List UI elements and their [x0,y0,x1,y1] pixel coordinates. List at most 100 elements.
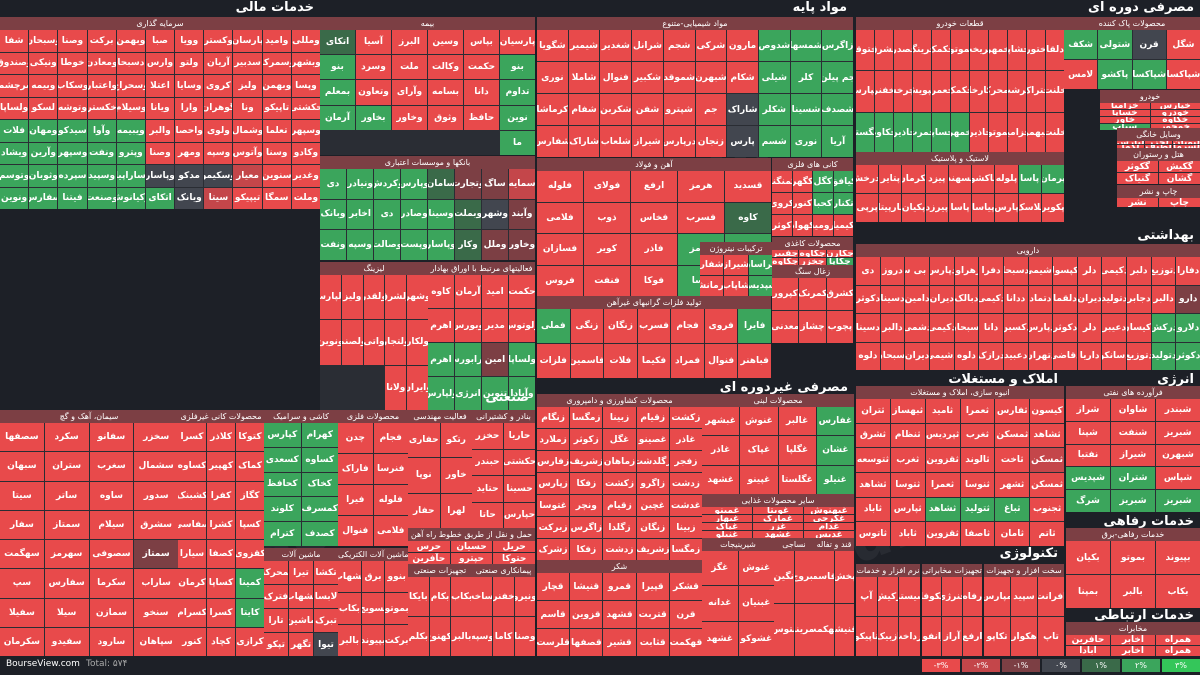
stock-tile[interactable]: حسیان [450,541,493,552]
stock-tile[interactable]: خگستر [856,112,874,153]
stock-tile[interactable]: غنیلو [816,465,854,494]
stock-tile[interactable]: اهرم [428,309,454,342]
stock-tile[interactable]: حاتا [472,502,503,528]
stock-tile[interactable]: وبهمن [116,30,145,52]
sector-title[interactable]: املاک و مستغلات [948,372,1058,387]
stock-tile[interactable]: فنرژی [942,577,962,616]
stock-tile[interactable]: فلوله [373,485,408,515]
stock-tile[interactable]: پارس [727,126,758,157]
stock-tile[interactable]: کحبا [813,193,833,214]
stock-tile[interactable]: وتعاون [356,80,391,105]
stock-tile[interactable]: ثتران [856,399,890,423]
stock-tile[interactable]: قرن [669,601,702,628]
industry-block[interactable]: سیمان، آهک و گچ سخزر سفانو سکرد سصفها سشمال سغ… [0,410,178,656]
stock-tile[interactable]: دروز [880,257,905,285]
stock-tile[interactable]: وملل [482,230,508,260]
stock-tile[interactable]: زکوثر [570,429,603,450]
stock-tile[interactable]: معیار [233,165,262,187]
stock-tile[interactable]: دلارو [1176,314,1200,342]
stock-tile[interactable]: زپارس [537,473,570,494]
stock-tile[interactable]: پکرمان [902,165,925,193]
stock-tile[interactable]: وثوبان [29,165,58,187]
stock-tile[interactable]: ومهر [175,142,204,164]
stock-tile[interactable]: قهکمت [669,629,702,656]
stock-tile[interactable]: خکستر [87,97,116,119]
stock-tile[interactable]: حافظ [464,105,499,130]
stock-tile[interactable]: گکیش [1159,161,1200,172]
stock-tile[interactable]: کهرام [301,423,338,447]
stock-tile[interactable]: شکف [1064,30,1098,59]
stock-tile[interactable]: لکما [1117,145,1144,148]
stock-tile[interactable]: دلقما [1053,285,1077,313]
stock-tile[interactable]: کترام [264,522,301,546]
industry-block[interactable]: زغال سنگکشرقکمرنککپرورپچوبچشازمعدنی [772,265,853,343]
stock-tile[interactable]: انرژی [455,377,481,410]
stock-tile[interactable]: دلوه [954,342,979,370]
stock-tile[interactable]: خمرت [913,112,931,153]
stock-tile[interactable]: دبالک [954,285,979,313]
industry-block[interactable]: ماشین آلات الکتریکیبنووبرقبشهاببموتوبسوی… [338,548,408,656]
stock-tile[interactable]: وشهر [407,275,428,320]
stock-tile[interactable]: لخزر [1145,141,1172,144]
stock-tile[interactable]: پاکشو [972,165,995,193]
stock-tile[interactable]: غمارگ [753,515,803,522]
stock-tile[interactable]: حفار [408,493,440,528]
stock-tile[interactable]: پارسیان [500,30,535,55]
stock-tile[interactable]: خمحرکه [989,71,1007,112]
stock-tile[interactable]: وصندوق [0,52,29,74]
stock-tile[interactable]: ارفع [631,171,677,202]
stock-tile[interactable]: همراه [1156,635,1200,645]
industry-block[interactable]: فعالیت مهندسی رتکو حفاری خاور نوپا لهرا حفار [408,410,472,528]
stock-tile[interactable]: ولساپا [0,97,29,119]
industry-block[interactable]: ماشین آلاتتکشاتیراتمحرکهلابساتشهابفترکتب… [264,548,338,656]
stock-tile[interactable]: شفام [568,94,600,125]
stock-tile[interactable]: حپارس [504,502,535,528]
stock-tile[interactable]: قنیشا [570,573,603,600]
stock-tile[interactable]: ثقزوین [925,522,960,546]
stock-tile[interactable]: ثجنوب [1030,497,1064,522]
sector-title[interactable]: مواد پایه [792,0,847,15]
stock-tile[interactable]: وساخت [472,577,493,616]
stock-tile[interactable]: تنوین [482,377,508,410]
stock-tile[interactable]: ونفت [87,142,116,164]
stock-tile[interactable]: کمرنک [799,278,826,310]
stock-tile[interactable]: فلات [0,120,29,142]
stock-tile[interactable]: سصفها [0,423,44,452]
stock-tile[interactable]: قشکر [669,573,702,600]
stock-tile[interactable]: لامس [1064,60,1098,89]
stock-tile[interactable]: فیتنا [58,187,87,209]
stock-tile[interactable]: بی بی سی [905,257,929,285]
stock-tile[interactable]: خکارخانه [970,71,988,112]
stock-tile[interactable]: ساوه [89,481,134,510]
stock-tile[interactable]: کنور [792,193,812,214]
stock-tile[interactable]: وکستر [204,30,233,52]
stock-tile[interactable]: وثوق [428,105,463,130]
stock-tile[interactable]: وکار [455,230,481,260]
sector-title[interactable]: انرژی [1157,372,1194,387]
stock-tile[interactable]: ومهان [29,120,58,142]
stock-tile[interactable]: وصنا [145,142,175,164]
stock-tile[interactable]: کرمان [178,569,206,598]
stock-tile[interactable]: رتکو [440,423,472,458]
stock-tile[interactable]: شنفت [1111,421,1155,444]
stock-tile[interactable]: خچرخش [894,71,912,112]
stock-tile[interactable]: کصدف [301,522,338,546]
stock-tile[interactable]: پدرخش [856,165,879,193]
sector-title[interactable]: مصرفی غیردوره ای [719,380,848,395]
stock-tile[interactable]: زماهان [603,451,636,472]
stock-tile[interactable]: شدوص [758,30,790,61]
stock-tile[interactable]: اخابر [347,199,373,230]
stock-tile[interactable]: شکام [727,62,758,93]
stock-tile[interactable]: ارفع [962,617,982,656]
stock-tile[interactable]: سفار [0,510,44,539]
stock-tile[interactable]: زقیام [636,407,669,428]
stock-tile[interactable]: زنجان [695,126,727,157]
stock-tile[interactable]: شیمیر [568,30,600,61]
industry-block[interactable]: داروییدفارادتوزیعدلبردکیمیدلردکپسولدشیمی… [856,244,1200,370]
stock-tile[interactable]: آریان [204,52,233,74]
stock-tile[interactable]: قرن [1132,30,1166,59]
stock-tile[interactable]: کوثر [772,215,792,236]
stock-tile[interactable]: شفا [0,30,29,52]
